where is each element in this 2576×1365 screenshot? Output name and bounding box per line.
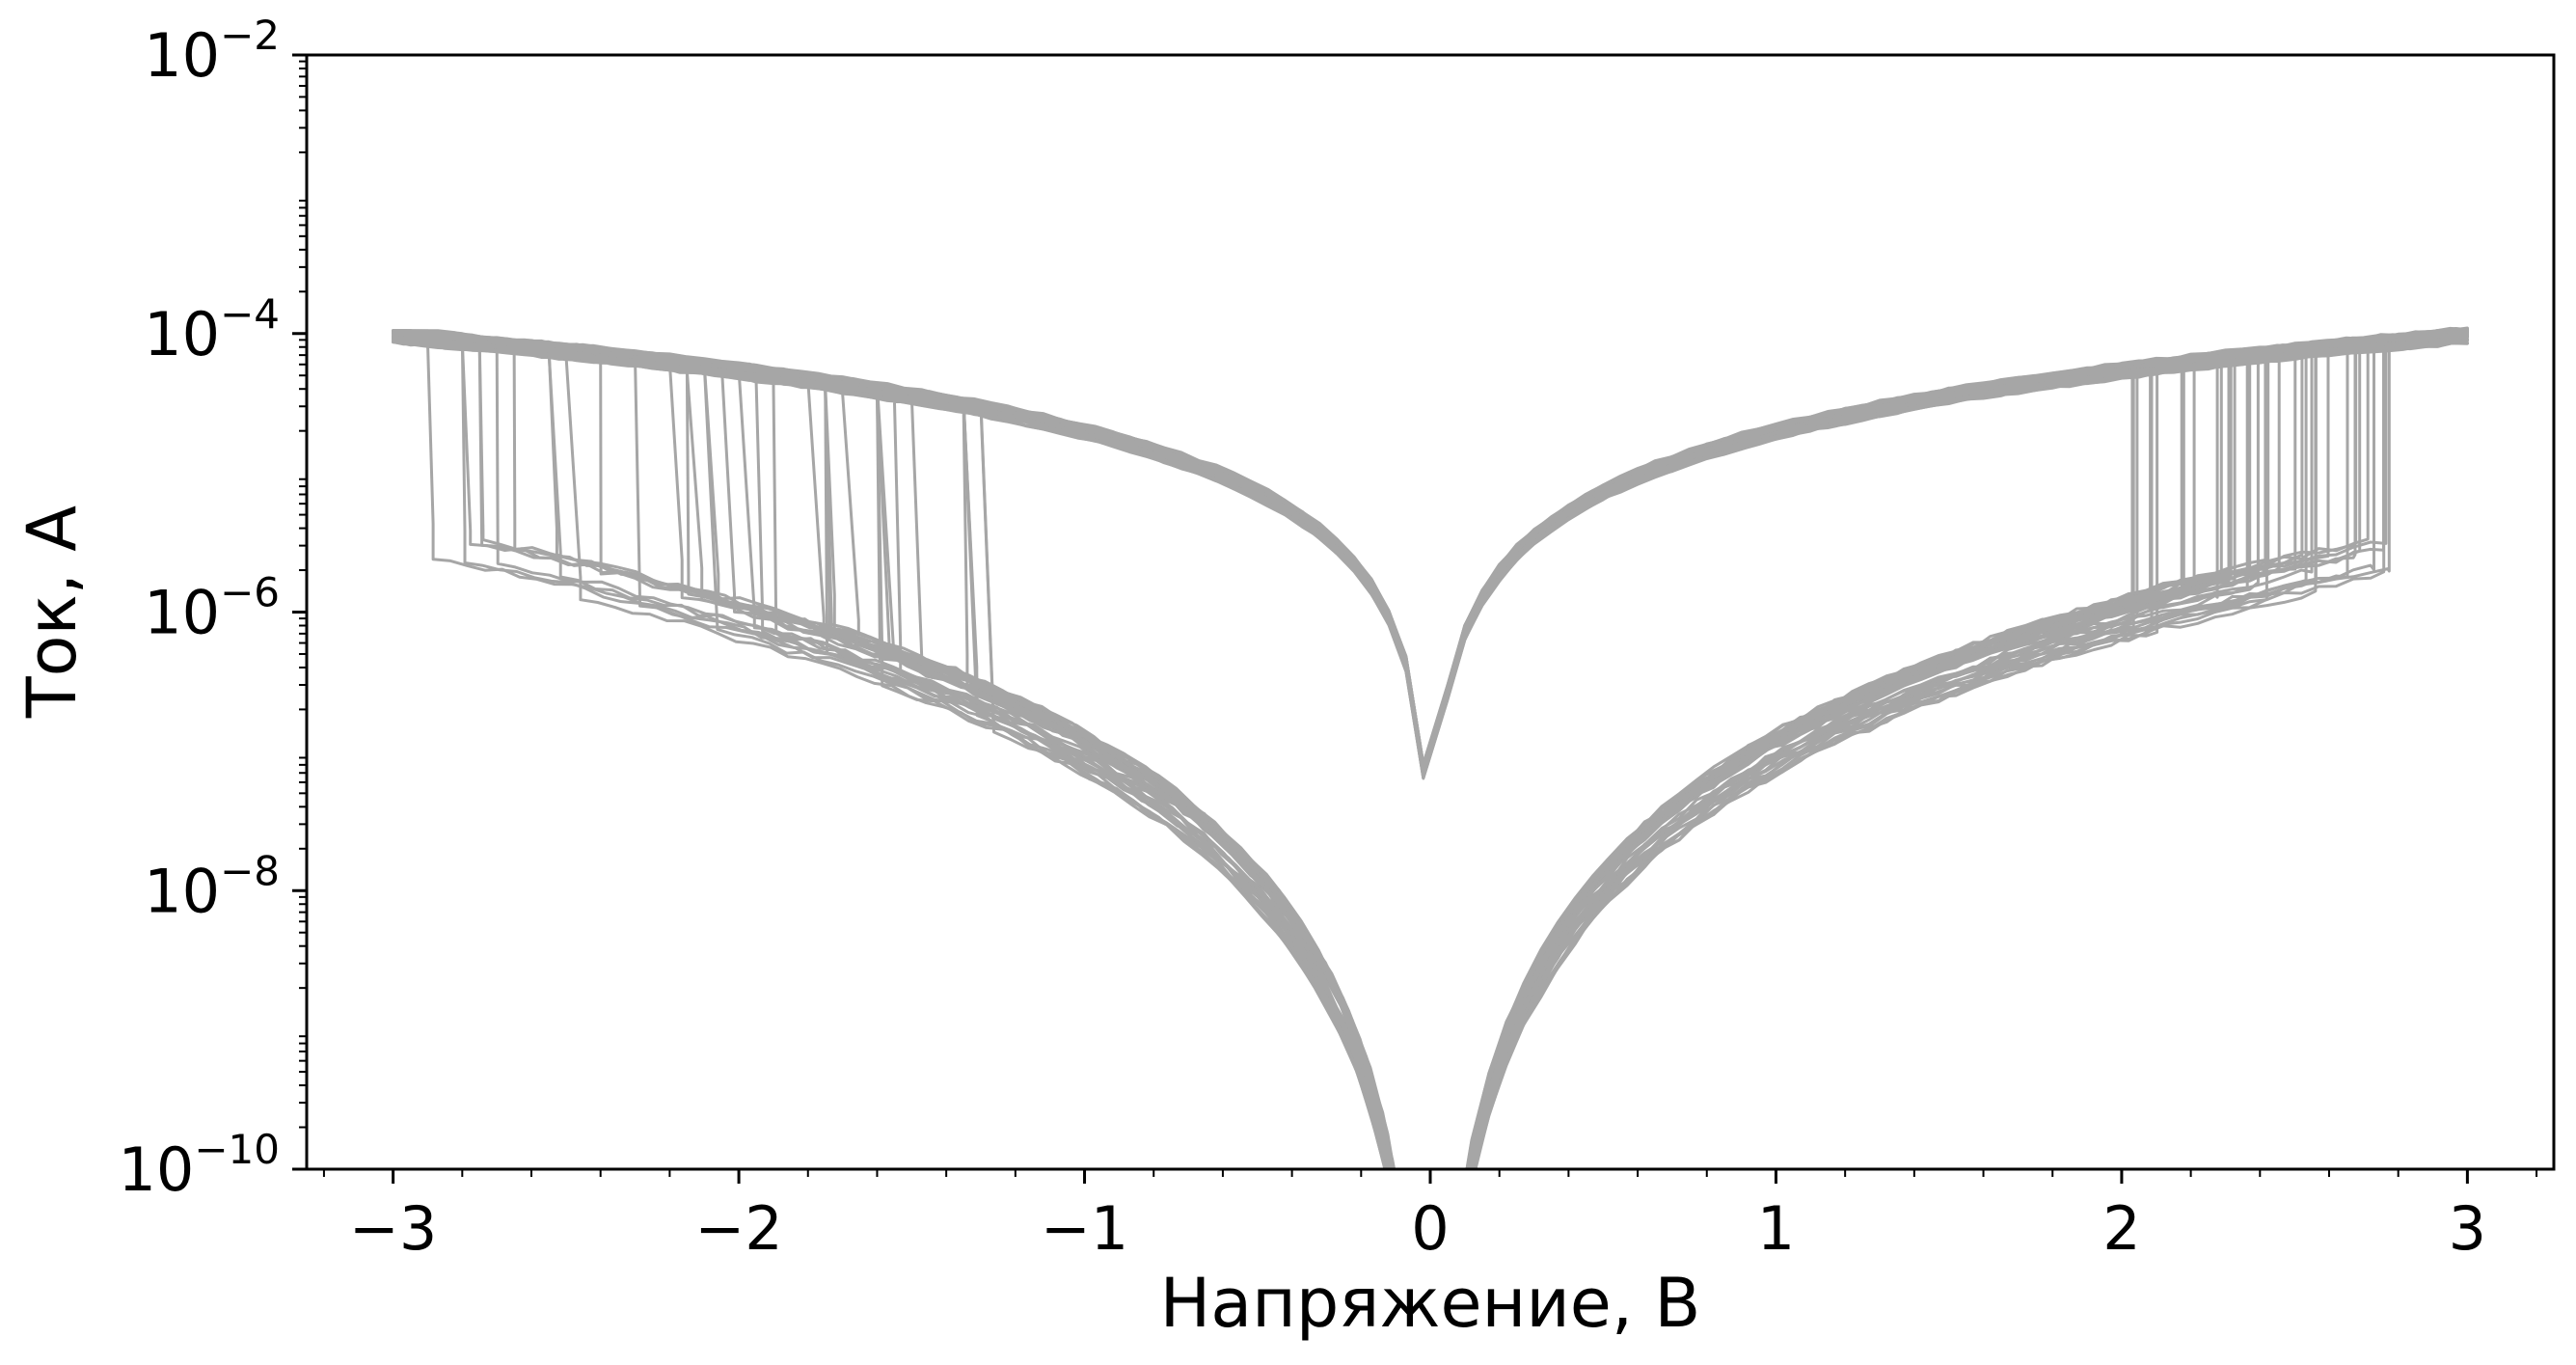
curve-group xyxy=(392,326,2469,1169)
y-tick-label: 10−4 xyxy=(144,290,280,369)
y-tick-label: 10−6 xyxy=(144,569,280,648)
x-tick-label: −3 xyxy=(349,1193,437,1264)
y-tick-label: 10−2 xyxy=(144,12,280,91)
iv-cycle-curve xyxy=(392,338,2469,1169)
x-axis-label: Напряжение, В xyxy=(1160,1264,1701,1343)
x-tick-label: 2 xyxy=(2102,1193,2140,1264)
x-axis: −3 −2 −1 0 1 2 3 xyxy=(322,1169,2538,1264)
y-tick-label: 10−10 xyxy=(118,1126,280,1205)
x-tick-label: −2 xyxy=(694,1193,782,1264)
y-axis-label: Ток, А xyxy=(13,505,92,719)
y-axis: 10−10 10−8 10−6 10−4 10−2 xyxy=(118,12,307,1205)
x-tick-label: 1 xyxy=(1757,1193,1795,1264)
iv-cycle-curve xyxy=(392,331,2469,1169)
iv-cycle-curve xyxy=(392,339,2469,1169)
x-tick-label: 3 xyxy=(2449,1193,2486,1264)
y-tick-label: 10−8 xyxy=(144,847,280,926)
x-tick-label: 0 xyxy=(1411,1193,1449,1264)
x-tick-label: −1 xyxy=(1041,1193,1128,1264)
